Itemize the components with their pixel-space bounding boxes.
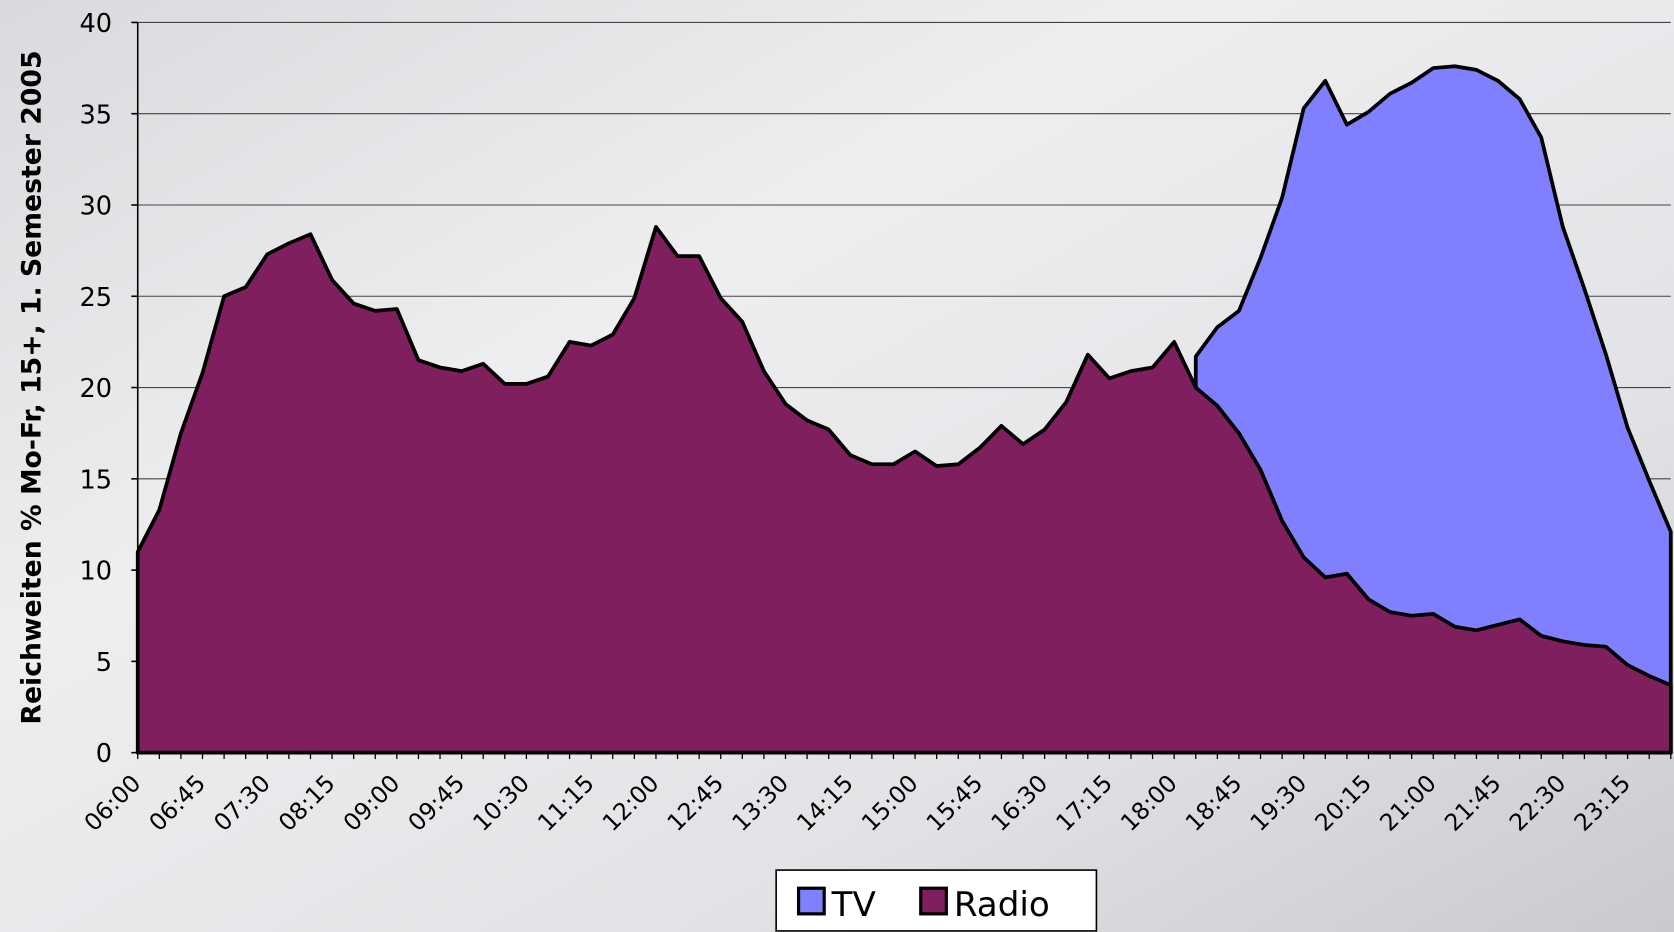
y-tick-label: 10 (80, 557, 113, 587)
y-tick-label: 20 (80, 374, 113, 404)
legend: TV Radio (775, 869, 1098, 932)
y-tick-label: 35 (80, 100, 113, 130)
y-axis-label: Reichweiten % Mo-Fr, 15+, 1. Semester 20… (17, 50, 48, 724)
y-tick-label: 30 (80, 192, 113, 222)
y-tick-label: 5 (96, 648, 112, 678)
y-tick-label: 25 (80, 283, 113, 313)
y-tick-label: 15 (80, 465, 113, 495)
area (135, 225, 1673, 755)
legend-swatch (796, 886, 826, 916)
y-tick-label: 40 (80, 9, 113, 39)
legend-label: Radio (954, 885, 1050, 925)
y-tick-label: 0 (96, 739, 112, 769)
legend-label: TV (831, 885, 877, 925)
legend-swatch (919, 886, 948, 916)
